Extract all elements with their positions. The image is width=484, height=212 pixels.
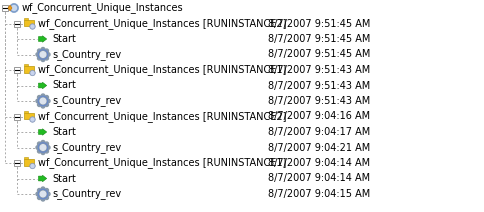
Circle shape xyxy=(45,196,48,199)
Text: Start: Start xyxy=(52,173,76,184)
Text: 8/7/2007 9:51:43 AM: 8/7/2007 9:51:43 AM xyxy=(268,81,370,91)
Circle shape xyxy=(41,187,45,191)
Circle shape xyxy=(36,53,40,56)
Circle shape xyxy=(45,188,48,192)
Circle shape xyxy=(31,165,34,167)
Bar xyxy=(24,159,34,166)
Circle shape xyxy=(41,151,45,155)
Circle shape xyxy=(38,149,41,153)
Circle shape xyxy=(36,99,40,103)
FancyArrow shape xyxy=(39,175,46,182)
Text: 8/7/2007 9:51:45 AM: 8/7/2007 9:51:45 AM xyxy=(268,49,370,60)
Circle shape xyxy=(46,53,50,56)
Circle shape xyxy=(38,96,41,99)
Circle shape xyxy=(38,103,41,106)
Text: 8/7/2007 9:04:16 AM: 8/7/2007 9:04:16 AM xyxy=(268,112,370,121)
Bar xyxy=(24,157,28,159)
Circle shape xyxy=(40,145,46,150)
Bar xyxy=(14,160,20,166)
Text: 8/7/2007 9:04:14 AM: 8/7/2007 9:04:14 AM xyxy=(268,158,370,168)
Text: 8/7/2007 9:51:43 AM: 8/7/2007 9:51:43 AM xyxy=(268,96,370,106)
Text: 8/7/2007 9:51:43 AM: 8/7/2007 9:51:43 AM xyxy=(268,65,370,75)
Circle shape xyxy=(45,103,48,106)
Circle shape xyxy=(38,56,41,60)
Circle shape xyxy=(38,143,48,152)
Circle shape xyxy=(30,24,35,29)
Text: s_Country_rev: s_Country_rev xyxy=(52,49,121,60)
Text: s_Country_rev: s_Country_rev xyxy=(52,96,121,106)
Text: wf_Concurrent_Unique_Instances [RUNINSTANCE1]: wf_Concurrent_Unique_Instances [RUNINSTA… xyxy=(38,158,287,169)
Circle shape xyxy=(38,49,41,53)
Text: wf_Concurrent_Unique_Instances: wf_Concurrent_Unique_Instances xyxy=(22,3,183,13)
Circle shape xyxy=(45,96,48,99)
Circle shape xyxy=(45,142,48,146)
Text: Start: Start xyxy=(52,127,76,137)
Text: 8/7/2007 9:04:14 AM: 8/7/2007 9:04:14 AM xyxy=(268,173,370,184)
Text: Start: Start xyxy=(52,81,76,91)
Circle shape xyxy=(36,192,40,196)
Circle shape xyxy=(40,52,46,57)
Text: 8/7/2007 9:04:17 AM: 8/7/2007 9:04:17 AM xyxy=(268,127,370,137)
Circle shape xyxy=(40,98,46,104)
Circle shape xyxy=(46,99,50,103)
Text: Start: Start xyxy=(52,34,76,44)
Circle shape xyxy=(30,163,35,169)
Bar xyxy=(24,113,34,119)
Circle shape xyxy=(41,141,45,144)
Text: wf_Concurrent_Unique_Instances [RUNINSTANCE2]: wf_Concurrent_Unique_Instances [RUNINSTA… xyxy=(38,111,287,122)
Circle shape xyxy=(38,196,41,199)
Circle shape xyxy=(12,6,16,11)
Circle shape xyxy=(46,146,50,149)
Circle shape xyxy=(31,118,34,121)
Circle shape xyxy=(41,47,45,51)
Circle shape xyxy=(38,50,48,59)
Circle shape xyxy=(30,70,35,76)
Circle shape xyxy=(38,142,41,146)
Circle shape xyxy=(41,58,45,61)
FancyArrow shape xyxy=(39,129,46,135)
Text: 8/7/2007 9:51:45 AM: 8/7/2007 9:51:45 AM xyxy=(268,18,370,28)
Circle shape xyxy=(45,56,48,60)
Bar xyxy=(24,64,28,66)
Circle shape xyxy=(38,189,48,199)
FancyArrow shape xyxy=(39,36,46,42)
Circle shape xyxy=(10,4,18,13)
Text: 8/7/2007 9:04:15 AM: 8/7/2007 9:04:15 AM xyxy=(268,189,370,199)
Circle shape xyxy=(38,188,41,192)
Circle shape xyxy=(41,94,45,98)
Circle shape xyxy=(31,71,34,74)
Text: wf_Concurrent_Unique_Instances [RUNINSTANCE2]: wf_Concurrent_Unique_Instances [RUNINSTA… xyxy=(38,18,287,29)
Circle shape xyxy=(41,197,45,201)
Bar xyxy=(24,20,34,26)
Circle shape xyxy=(30,117,35,122)
Text: 8/7/2007 9:51:45 AM: 8/7/2007 9:51:45 AM xyxy=(268,34,370,44)
Circle shape xyxy=(41,104,45,108)
Text: s_Country_rev: s_Country_rev xyxy=(52,142,121,153)
Bar xyxy=(14,113,20,120)
Circle shape xyxy=(45,149,48,153)
Circle shape xyxy=(38,96,48,106)
Bar xyxy=(14,21,20,26)
Bar xyxy=(24,66,34,73)
Circle shape xyxy=(36,146,40,149)
Circle shape xyxy=(31,25,34,28)
Text: s_Country_rev: s_Country_rev xyxy=(52,188,121,199)
Polygon shape xyxy=(8,5,12,11)
Bar xyxy=(14,67,20,73)
Text: 8/7/2007 9:04:21 AM: 8/7/2007 9:04:21 AM xyxy=(268,142,370,152)
Bar xyxy=(2,5,8,11)
Text: wf_Concurrent_Unique_Instances [RUNINSTANCE1]: wf_Concurrent_Unique_Instances [RUNINSTA… xyxy=(38,64,287,75)
Circle shape xyxy=(45,49,48,53)
Bar xyxy=(24,18,28,20)
Bar xyxy=(24,111,28,113)
Circle shape xyxy=(40,191,46,197)
Circle shape xyxy=(46,192,50,196)
FancyArrow shape xyxy=(39,82,46,89)
